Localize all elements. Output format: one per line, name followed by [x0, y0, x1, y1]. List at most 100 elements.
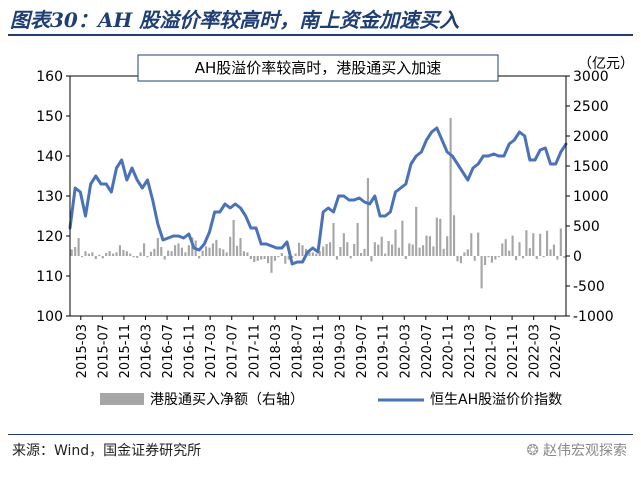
bar-mark — [394, 229, 397, 256]
right-axis-tick-label: 1500 — [573, 159, 609, 175]
bar-mark — [380, 236, 383, 256]
bar-mark — [291, 256, 294, 258]
x-axis-tick-label: 2018-07 — [290, 324, 305, 378]
bar-mark — [270, 256, 273, 273]
bar-mark — [80, 256, 84, 258]
bar-mark — [494, 256, 497, 260]
x-axis-tick-label: 2017-03 — [204, 324, 219, 378]
bar-mark — [487, 256, 490, 258]
bar-mark — [504, 239, 507, 256]
bar-mark — [518, 242, 521, 256]
bar-mark — [125, 251, 128, 256]
bar-mark — [232, 220, 235, 256]
x-axis-tick-label: 2021-11 — [506, 324, 521, 378]
bar-mark — [229, 236, 232, 256]
bar-mark — [215, 239, 218, 256]
wechat-icon: ❂ — [526, 441, 539, 459]
right-axis-tick-label: 500 — [573, 219, 600, 235]
bar-mark — [559, 228, 562, 256]
bar-mark — [356, 223, 359, 256]
right-axis-unit: （亿元） — [578, 56, 634, 72]
bar-mark — [256, 256, 259, 261]
bar-mark — [404, 256, 407, 259]
bar-mark — [184, 252, 187, 256]
bar-mark — [208, 247, 211, 256]
bar-mark — [521, 256, 525, 259]
right-axis-tick-label: 2500 — [573, 99, 609, 115]
bar-mark — [101, 256, 104, 259]
bar-mark — [408, 243, 411, 256]
bar-mark — [342, 233, 345, 256]
x-axis-tick-label: 2019-03 — [334, 324, 349, 378]
left-axis-tick-label: 130 — [36, 189, 63, 205]
bar-mark — [94, 256, 97, 259]
chart: 100 110 120 130 140 150 160 -1000 -500 0 500 1000 15… — [36, 54, 634, 408]
bar-mark — [284, 256, 287, 264]
left-axis-tick-label: 110 — [36, 269, 63, 285]
bar-mark — [301, 245, 304, 256]
bar-mark — [111, 253, 115, 256]
bar-mark — [239, 238, 242, 256]
bar-mark — [442, 248, 445, 256]
x-axis-tick-label: 2016-11 — [183, 324, 198, 378]
left-axis-tick-label: 160 — [36, 69, 63, 85]
bar-mark — [318, 251, 321, 256]
bar-mark — [525, 230, 528, 256]
right-axis-tick-label: -1000 — [573, 309, 614, 325]
bar-mark — [160, 247, 163, 256]
bar-mark — [463, 252, 466, 256]
legend-line-label: 恒生AH股溢价价指数 — [430, 392, 562, 408]
bar-mark — [84, 251, 87, 256]
bar-mark — [466, 249, 469, 256]
bar-mark — [139, 252, 142, 256]
bar-mark — [428, 236, 432, 256]
bar-mark — [277, 256, 280, 258]
bar-mark — [373, 242, 376, 256]
bar-mark — [435, 217, 438, 256]
bar-mark — [439, 218, 442, 256]
x-axis-tick-label: 2017-07 — [226, 324, 241, 378]
bar-mark — [353, 244, 356, 256]
bar-mark — [346, 242, 349, 256]
bar-mark — [552, 244, 556, 256]
bar-mark — [535, 256, 538, 259]
bar-mark — [508, 250, 511, 256]
bar-mark — [142, 243, 146, 256]
bar-mark — [480, 256, 483, 289]
bar-mark — [70, 249, 73, 256]
bar-mark — [411, 244, 414, 256]
bar-mark — [297, 242, 301, 256]
footer-divider — [8, 434, 633, 435]
bar-mark — [328, 242, 332, 256]
figure-header: 图表30：AH 股溢价率较高时，南上资金加速买入 — [0, 0, 641, 36]
header-divider — [8, 34, 633, 36]
bar-mark — [315, 253, 318, 256]
bar-mark — [366, 178, 370, 256]
bar-mark — [335, 256, 339, 260]
series-line — [68, 126, 568, 266]
x-axis-tick-label: 2016-03 — [139, 324, 154, 378]
bar-mark — [146, 256, 149, 258]
x-axis-tick-label: 2021-03 — [463, 324, 478, 378]
bar-mark — [322, 246, 325, 256]
bar-mark — [108, 251, 111, 256]
bar-mark — [136, 256, 139, 258]
bar-mark — [528, 248, 531, 256]
bar-mark — [198, 256, 201, 259]
bar-mark — [563, 256, 566, 258]
bar-mark — [359, 253, 363, 256]
bar-mark — [280, 253, 283, 256]
bar-mark — [287, 256, 290, 260]
bar-mark — [98, 254, 101, 256]
x-axis-tick-label: 2019-07 — [355, 324, 370, 378]
bar-mark — [363, 248, 366, 256]
bar-mark — [545, 230, 549, 256]
bar-mark — [514, 256, 518, 261]
bar-mark — [266, 256, 270, 264]
bar-mark — [449, 118, 452, 256]
bar-mark — [263, 256, 266, 259]
bar-mark — [483, 256, 487, 265]
bar-mark — [542, 256, 545, 258]
x-axis-tick-label: 2018-03 — [269, 324, 284, 378]
bar-mark — [294, 253, 297, 256]
